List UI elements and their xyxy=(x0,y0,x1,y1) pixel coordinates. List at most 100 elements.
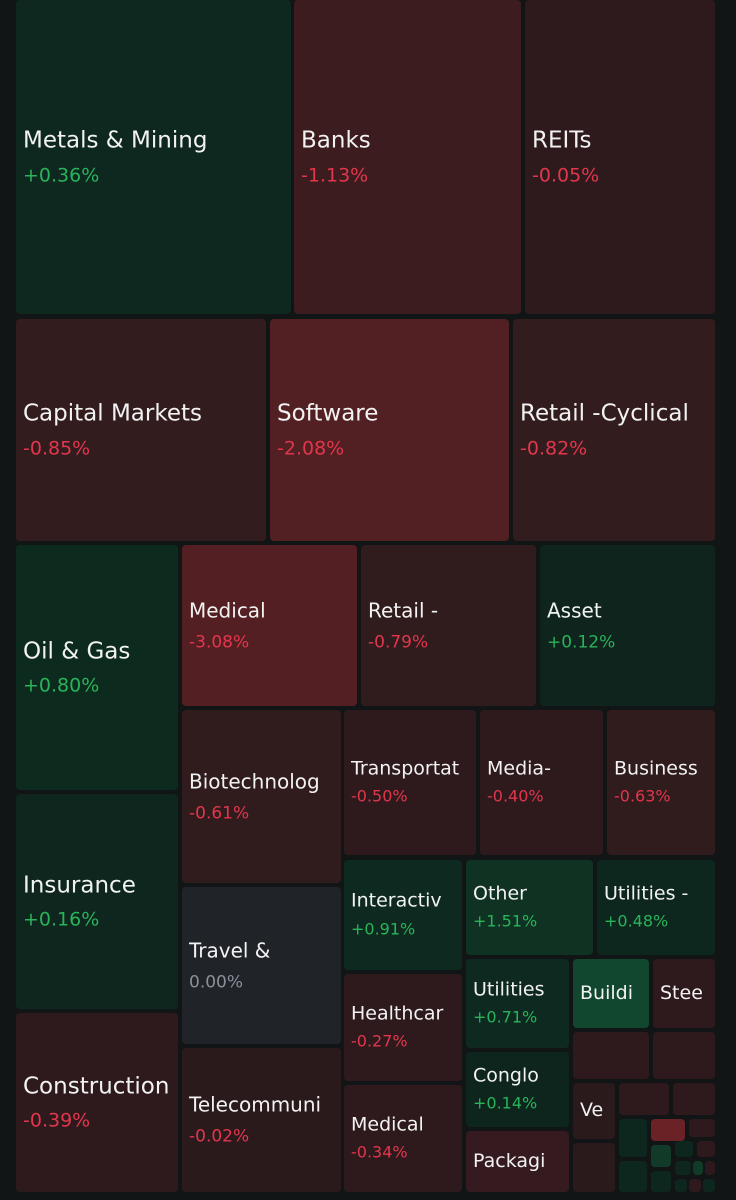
sector-tile[interactable]: Telecommuni -0.02% xyxy=(182,1048,341,1192)
sector-tile-content: Conglo +0.14% xyxy=(473,1064,567,1115)
sector-change: -0.85% xyxy=(23,437,91,460)
sector-name: Oil & Gas xyxy=(23,637,131,664)
sector-tile-content: Other +1.51% xyxy=(473,882,591,933)
sector-tile[interactable]: REITs -0.05% xyxy=(525,0,715,314)
sector-tile[interactable]: Medical -3.08% xyxy=(182,545,357,706)
sector-tile-content: Software -2.08% xyxy=(277,399,507,460)
sector-name: Media- xyxy=(487,757,551,780)
sector-change: -0.79% xyxy=(368,631,429,652)
sector-tile-unlabeled[interactable] xyxy=(689,1119,715,1137)
sector-tile-unlabeled[interactable] xyxy=(573,1143,615,1192)
sector-tile-unlabeled[interactable] xyxy=(697,1141,715,1157)
sector-tile[interactable]: Software -2.08% xyxy=(270,319,509,541)
sector-tile-unlabeled[interactable] xyxy=(619,1161,647,1192)
sector-tile-unlabeled[interactable] xyxy=(619,1083,669,1115)
sector-tile[interactable]: Buildi xyxy=(573,959,649,1028)
sector-tile[interactable]: Interactiv +0.91% xyxy=(344,860,462,970)
sector-tile-content: Medical -0.34% xyxy=(351,1113,460,1164)
sector-name: Transportat xyxy=(351,757,460,780)
sector-name: Medical xyxy=(351,1113,424,1136)
sector-tile-unlabeled[interactable] xyxy=(705,1161,715,1175)
sector-tile-unlabeled[interactable] xyxy=(703,1179,715,1192)
sector-name: Medical xyxy=(189,597,266,622)
sector-change: -0.34% xyxy=(351,1142,408,1162)
sector-tile[interactable]: Stee xyxy=(653,959,715,1028)
sector-tile-unlabeled[interactable] xyxy=(651,1145,671,1167)
sector-tile[interactable]: Retail - -0.79% xyxy=(361,545,536,706)
sector-tile-unlabeled[interactable] xyxy=(675,1179,687,1192)
sector-name: Packagi xyxy=(473,1149,546,1172)
sector-change: -1.13% xyxy=(301,164,369,187)
sector-name: Ve xyxy=(580,1099,604,1122)
sector-name: Other xyxy=(473,882,527,905)
sector-tile[interactable]: Other +1.51% xyxy=(466,860,593,955)
sector-tile[interactable]: Medical -0.34% xyxy=(344,1085,462,1192)
sector-tile[interactable]: Construction -0.39% xyxy=(16,1013,178,1192)
sector-change: -0.82% xyxy=(520,437,588,460)
sector-name: Interactiv xyxy=(351,889,442,912)
sector-tile-content: Transportat -0.50% xyxy=(351,757,474,808)
sector-tile-content: REITs -0.05% xyxy=(532,126,713,187)
sector-name: Software xyxy=(277,400,379,427)
sector-tile[interactable]: Insurance +0.16% xyxy=(16,794,178,1009)
sector-name: Travel & xyxy=(189,937,271,962)
sector-name: REITs xyxy=(532,127,592,154)
sector-tile-content: Buildi xyxy=(580,982,647,1006)
sector-change: -0.05% xyxy=(532,164,600,187)
sector-change: 0.00% xyxy=(189,971,244,992)
sector-tile[interactable]: Media- -0.40% xyxy=(480,710,603,855)
sector-change: -0.39% xyxy=(23,1109,91,1132)
sector-tile-unlabeled[interactable] xyxy=(673,1083,715,1115)
sector-tile[interactable]: Oil & Gas +0.80% xyxy=(16,545,178,790)
sector-tile-unlabeled[interactable] xyxy=(573,1032,649,1079)
sector-tile[interactable]: Packagi xyxy=(466,1131,569,1192)
sector-tile[interactable]: Utilities +0.71% xyxy=(466,959,569,1048)
sector-tile[interactable]: Healthcar -0.27% xyxy=(344,974,462,1081)
sector-tile-content: Retail -Cyclical -0.82% xyxy=(520,399,713,460)
sector-tile[interactable]: Travel & 0.00% xyxy=(182,887,341,1044)
sector-tile-unlabeled[interactable] xyxy=(651,1119,685,1141)
sector-tile-content: Interactiv +0.91% xyxy=(351,890,460,941)
sector-tile[interactable]: Retail -Cyclical -0.82% xyxy=(513,319,715,541)
sector-name: Stee xyxy=(660,981,703,1004)
sector-tile[interactable]: Transportat -0.50% xyxy=(344,710,476,855)
sector-tile-content: Media- -0.40% xyxy=(487,757,601,808)
sector-tile-content: Oil & Gas +0.80% xyxy=(23,637,176,698)
sector-tile[interactable]: Conglo +0.14% xyxy=(466,1052,569,1127)
sector-name: Banks xyxy=(301,127,371,154)
sector-tile[interactable]: Business -0.63% xyxy=(607,710,715,855)
sector-name: Conglo xyxy=(473,1064,539,1087)
sector-tile-content: Capital Markets -0.85% xyxy=(23,399,264,460)
sector-tile-unlabeled[interactable] xyxy=(689,1179,701,1192)
sector-name: Utilities - xyxy=(604,882,689,905)
sector-change: +0.48% xyxy=(604,911,669,931)
sector-tile-unlabeled[interactable] xyxy=(619,1119,647,1157)
sector-tile[interactable]: Biotechnolog -0.61% xyxy=(182,710,341,883)
sector-tile[interactable]: Banks -1.13% xyxy=(294,0,521,314)
sector-name: Retail -Cyclical xyxy=(520,400,689,427)
sector-name: Utilities xyxy=(473,978,545,1001)
sector-tile-content: Travel & 0.00% xyxy=(189,938,339,993)
sector-tile-content: Business -0.63% xyxy=(614,757,713,808)
sector-tile[interactable]: Ve xyxy=(573,1083,615,1139)
sector-tile-unlabeled[interactable] xyxy=(675,1141,693,1157)
sector-change: +1.51% xyxy=(473,911,538,931)
sector-change: -0.02% xyxy=(189,1126,250,1147)
sector-tile-unlabeled[interactable] xyxy=(653,1032,715,1079)
sector-tile[interactable]: Utilities - +0.48% xyxy=(597,860,715,955)
sector-change: -0.61% xyxy=(189,802,250,823)
sector-tile-unlabeled[interactable] xyxy=(651,1171,671,1192)
sector-tile-content: Packagi xyxy=(473,1150,567,1174)
sector-tile-unlabeled[interactable] xyxy=(675,1161,691,1175)
sector-tile[interactable]: Asset +0.12% xyxy=(540,545,715,706)
sector-tile[interactable]: Metals & Mining +0.36% xyxy=(16,0,291,314)
sector-tile[interactable]: Capital Markets -0.85% xyxy=(16,319,266,541)
sector-tile-content: Healthcar -0.27% xyxy=(351,1002,460,1053)
sector-tile-content: Ve xyxy=(580,1099,613,1123)
sector-tile-content: Insurance +0.16% xyxy=(23,871,176,932)
sector-tile-unlabeled[interactable] xyxy=(693,1161,703,1175)
sector-change: -0.27% xyxy=(351,1031,408,1051)
sector-name: Biotechnolog xyxy=(189,768,320,793)
sector-name: Insurance xyxy=(23,871,136,898)
